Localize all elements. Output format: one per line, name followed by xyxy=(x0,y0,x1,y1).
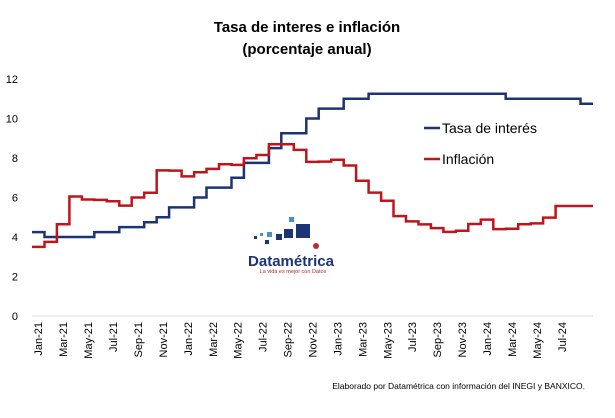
legend-label-inflacion: Inflación xyxy=(442,151,494,167)
logo-wordmark: Datamétrica xyxy=(248,253,335,270)
series-line-tasa xyxy=(32,92,593,239)
x-tick-label: May-21 xyxy=(83,322,95,359)
x-tick-label: May-23 xyxy=(382,322,394,359)
x-tick-label: May-22 xyxy=(233,322,245,359)
x-tick-label: Jul-24 xyxy=(557,322,569,352)
x-tick-label: Jan-21 xyxy=(33,322,45,356)
x-tick-label: Jul-22 xyxy=(258,322,270,352)
source-note: Elaborado por Datamétrica con informació… xyxy=(332,381,585,391)
x-tick-label: Mar-23 xyxy=(357,322,369,357)
x-tick-label: Nov-21 xyxy=(158,322,170,357)
chart-subtitle: (porcentaje anual) xyxy=(242,41,371,58)
x-tick-label: Nov-22 xyxy=(308,322,320,357)
legend: Tasa de interés Inflación xyxy=(424,120,537,167)
y-tick-label: 12 xyxy=(6,74,18,86)
x-axis: Jan-21 Mar-21 May-21 Jul-21 Sep-21 Nov-21 Jan-… xyxy=(33,322,569,359)
y-tick-label: 2 xyxy=(12,272,18,284)
legend-entry-inflacion: Inflación xyxy=(424,151,494,167)
y-tick-label: 8 xyxy=(12,153,18,165)
logo-tagline: La vida es mejor con Datos xyxy=(260,269,327,275)
legend-label-tasa: Tasa de interés xyxy=(442,120,537,136)
series-layer xyxy=(32,92,593,249)
y-tick-label: 10 xyxy=(6,114,18,126)
x-tick-label: Nov-23 xyxy=(457,322,469,357)
series-line-inflacion xyxy=(32,142,593,249)
y-tick-label: 0 xyxy=(12,311,18,323)
x-tick-label: Mar-24 xyxy=(507,322,519,357)
x-tick-label: Jul-21 xyxy=(108,322,120,352)
x-tick-label: Jan-23 xyxy=(332,322,344,356)
legend-entry-tasa: Tasa de interés xyxy=(424,120,537,136)
datametrica-logo: Datamétrica La vida es mejor con Datos xyxy=(248,217,335,275)
y-tick-label: 6 xyxy=(12,193,18,205)
x-tick-label: May-24 xyxy=(532,322,544,359)
x-tick-label: Sep-22 xyxy=(283,322,295,357)
x-tick-label: Sep-23 xyxy=(432,322,444,357)
x-tick-label: Jan-22 xyxy=(183,322,195,356)
y-tick-label: 4 xyxy=(12,232,18,244)
y-axis: 0 2 4 6 8 10 12 xyxy=(6,74,18,323)
chart-title: Tasa de interes e inflación xyxy=(214,19,400,36)
x-tick-label: Mar-21 xyxy=(58,322,70,357)
x-tick-label: Sep-21 xyxy=(133,322,145,357)
x-tick-label: Jul-23 xyxy=(407,322,419,352)
x-tick-label: Mar-22 xyxy=(208,322,220,357)
x-tick-label: Jan-24 xyxy=(482,322,494,356)
